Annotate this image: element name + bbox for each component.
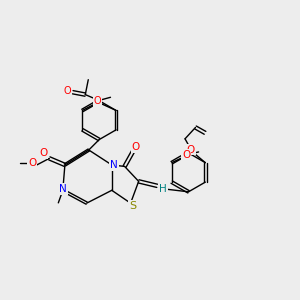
Text: O: O: [132, 142, 140, 152]
Text: O: O: [64, 86, 71, 96]
Text: O: O: [187, 145, 195, 154]
Text: S: S: [129, 201, 136, 211]
Text: O: O: [182, 150, 190, 160]
Text: O: O: [94, 95, 102, 105]
Text: O: O: [39, 148, 47, 158]
Text: O: O: [94, 96, 101, 106]
Text: N: N: [59, 184, 67, 194]
Text: H: H: [159, 184, 167, 194]
Text: N: N: [110, 160, 118, 170]
Text: O: O: [28, 158, 37, 168]
